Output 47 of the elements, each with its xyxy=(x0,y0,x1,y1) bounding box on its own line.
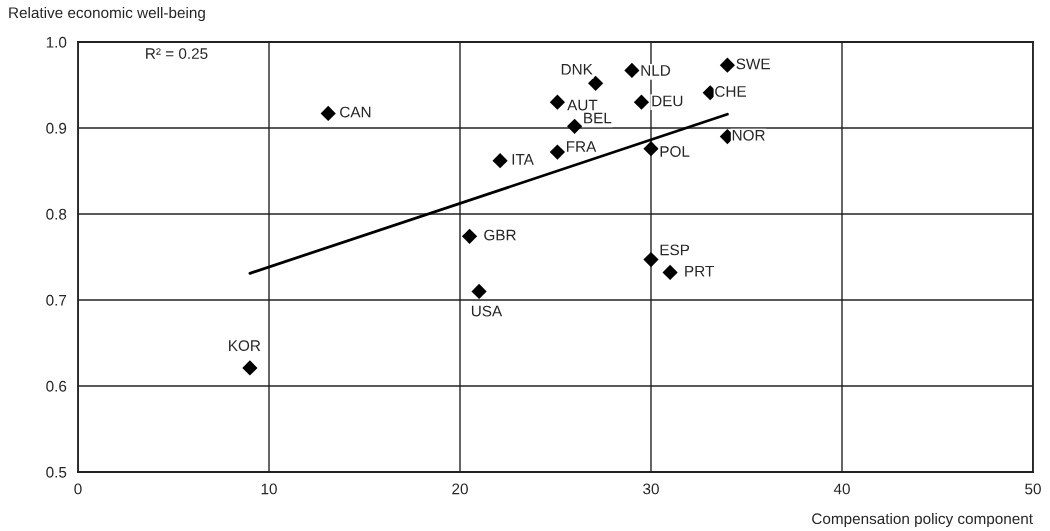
point xyxy=(242,360,258,376)
data-label: NLD xyxy=(641,65,671,76)
data-label: POL xyxy=(660,146,690,157)
data-label: USA xyxy=(471,305,503,317)
x-axis-title: Compensation policy component xyxy=(812,512,1033,528)
x-tick-label: 50 xyxy=(1025,483,1041,495)
data-label: GBR xyxy=(484,229,516,241)
data-label: ITA xyxy=(512,154,534,165)
x-tick-label: 30 xyxy=(643,483,659,495)
point xyxy=(549,144,566,160)
x-tick-label: 10 xyxy=(261,483,277,495)
point xyxy=(624,62,640,78)
x-tick-label: 0 xyxy=(74,483,82,495)
point xyxy=(588,75,604,91)
y-tick-label: 0.5 xyxy=(46,466,67,478)
point xyxy=(461,228,478,244)
data-label: NOR xyxy=(732,129,765,141)
point xyxy=(492,153,508,169)
x-tick-label: 20 xyxy=(452,483,468,495)
y-tick-label: 1.0 xyxy=(46,36,67,48)
data-label: BEL xyxy=(584,112,612,124)
annotation: R² = 0.25 xyxy=(146,48,208,59)
point xyxy=(320,105,336,121)
data-label: PRT xyxy=(685,265,714,277)
data-label: AUT xyxy=(567,99,598,111)
point xyxy=(471,283,487,300)
data-label: FRA xyxy=(567,141,597,152)
data-label: KOR xyxy=(229,340,261,352)
x-tick-label: 40 xyxy=(833,483,850,495)
data-label: ESP xyxy=(660,244,690,256)
y-tick-label: 0.8 xyxy=(46,208,67,220)
y-tick-label: 0.9 xyxy=(46,122,67,134)
data-label: DNK xyxy=(561,64,593,75)
data-label: SWE xyxy=(736,58,770,70)
y-axis-title: Relative economic well-being xyxy=(9,6,205,22)
point xyxy=(643,251,659,268)
point xyxy=(566,118,583,134)
point xyxy=(549,94,566,110)
point xyxy=(719,57,736,73)
data-label: DEU xyxy=(652,95,683,107)
y-tick-label: 0.6 xyxy=(46,380,67,392)
point xyxy=(662,264,678,281)
point xyxy=(643,141,659,157)
data-label: CAN xyxy=(340,106,371,118)
data-label: CHE xyxy=(715,86,746,97)
y-tick-label: 0.7 xyxy=(46,294,67,306)
point xyxy=(633,94,650,110)
